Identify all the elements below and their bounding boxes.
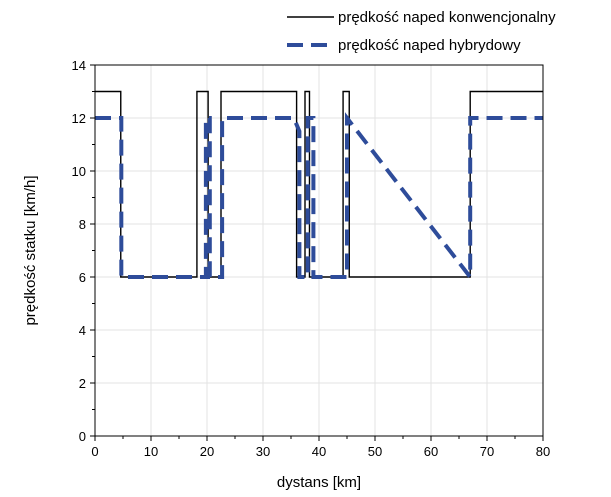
series-layer: [95, 90, 543, 283]
y-tick-label: 12: [72, 111, 86, 126]
y-tick-label: 14: [72, 58, 86, 73]
x-axis-title: dystans [km]: [277, 474, 361, 491]
ticks: 0 10 20 30 40 50 60 70 80 0 2 4 6 8 10 12 14: [72, 58, 551, 459]
x-tick-label: 70: [480, 444, 494, 459]
x-tick-label: 0: [91, 444, 98, 459]
x-tick-label: 80: [536, 444, 550, 459]
legend-entry-conventional: prędkość naped konwencjonalny: [338, 9, 556, 26]
y-axis-title: prędkość statku [km/h]: [22, 175, 39, 325]
grid: [95, 65, 543, 436]
y-tick-label: 2: [79, 376, 86, 391]
legend-entry-hybrid: prędkość naped hybrydowy: [338, 37, 521, 54]
legend: prędkość naped konwencjonalny prędkość n…: [287, 9, 556, 54]
x-tick-label: 30: [256, 444, 270, 459]
y-tick-label: 8: [79, 217, 86, 232]
x-tick-label: 20: [200, 444, 214, 459]
y-tick-label: 6: [79, 270, 86, 285]
x-tick-label: 60: [424, 444, 438, 459]
x-tick-label: 40: [312, 444, 326, 459]
y-tick-label: 0: [79, 429, 86, 444]
x-tick-label: 50: [368, 444, 382, 459]
x-tick-label: 10: [144, 444, 158, 459]
series-line-hybrid: [95, 112, 543, 283]
y-tick-label: 4: [79, 323, 86, 338]
y-tick-label: 10: [72, 164, 86, 179]
